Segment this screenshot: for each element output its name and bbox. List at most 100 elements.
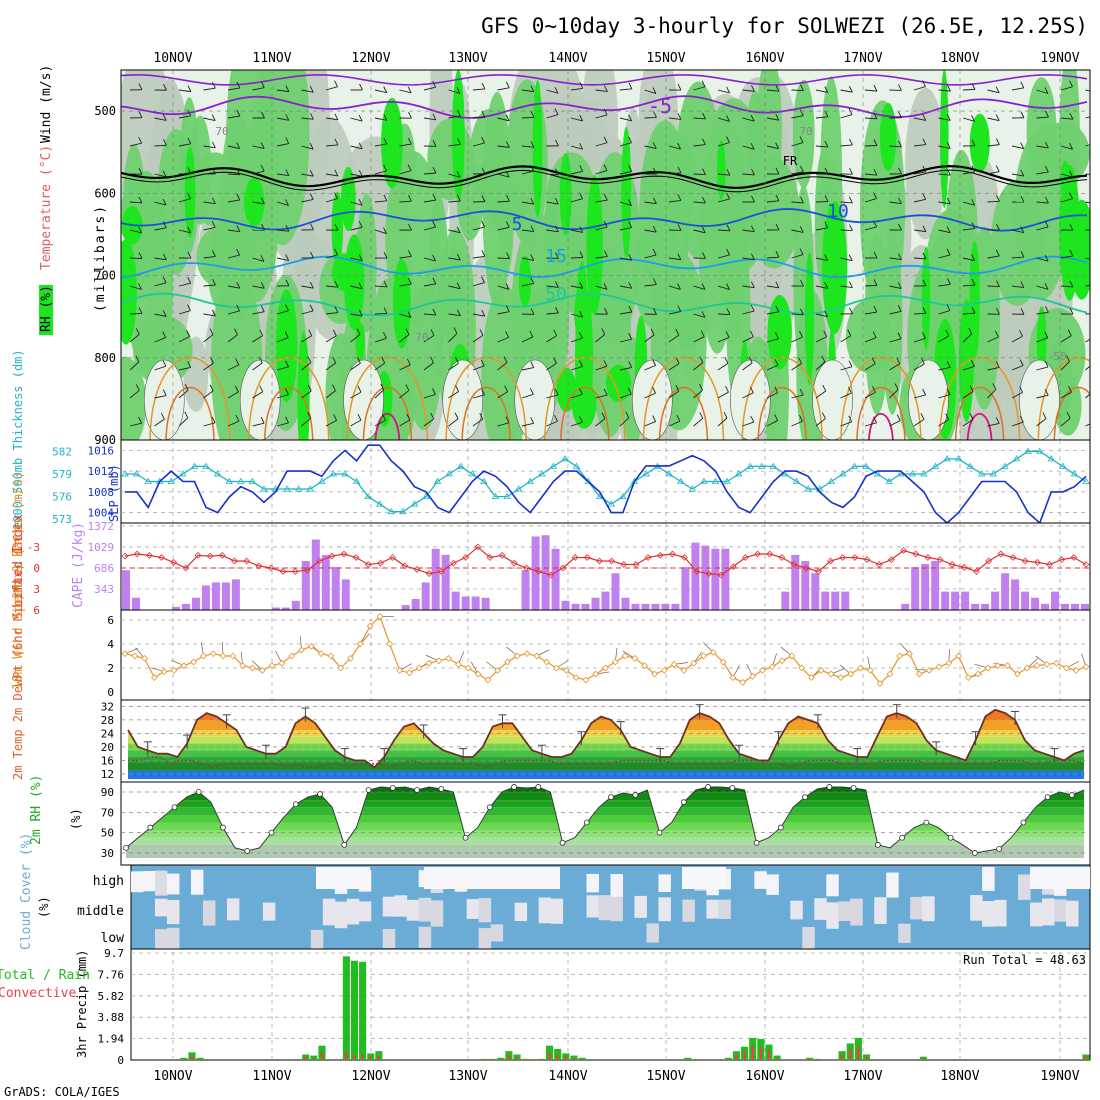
cloud-cell-low-21 <box>382 929 396 949</box>
thickness-point-43 <box>619 492 627 499</box>
wind-point-83 <box>935 663 943 671</box>
contour-label-3: 10 <box>827 201 849 222</box>
li-point-74 <box>1021 557 1029 565</box>
cape-bar-34 <box>461 596 470 610</box>
wind-barb-flag <box>775 167 780 175</box>
wind-barb-flag <box>163 84 167 91</box>
cape-bar-79 <box>911 567 920 610</box>
wind-barb-flag <box>479 412 484 420</box>
wind-point-78 <box>886 670 894 678</box>
wind-barb-flag <box>873 169 878 176</box>
wind-barb-shaft <box>619 201 632 206</box>
wind-barb-shaft <box>203 313 216 317</box>
li-point-16 <box>316 557 324 565</box>
wind-barb-flag <box>381 356 386 364</box>
cloud-cell-low-56 <box>802 926 815 952</box>
wind-point-69 <box>798 664 806 672</box>
wind-barb-shaft <box>154 201 167 206</box>
wind-point-64 <box>749 673 756 680</box>
wind-barb-shaft <box>889 257 902 261</box>
wind-barb-flag <box>726 248 730 256</box>
wind-barb-flag <box>530 277 535 284</box>
rh-band-3 <box>126 822 1084 831</box>
thickness-tick-576: 576 <box>52 491 72 504</box>
wind-barb-flag <box>307 384 312 392</box>
slp-panel-frame <box>120 439 1091 524</box>
wind-barb-flag <box>285 137 290 144</box>
wind-barb-shaft <box>546 89 559 94</box>
li-point-13 <box>279 568 287 575</box>
wind-barb-flag <box>555 139 559 147</box>
wind-barb-flag <box>138 196 143 204</box>
wind-barb-flag <box>603 283 608 290</box>
wind-barb-flag <box>1020 81 1025 88</box>
wind-barb-shaft <box>276 201 289 206</box>
wind-barb-shaft <box>864 284 878 287</box>
wind-barb-shaft <box>962 201 975 206</box>
wind-barb-shaft <box>1060 117 1073 120</box>
rh-point-74 <box>1020 819 1027 826</box>
thickness-point-27 <box>433 477 442 484</box>
cloud-cell-middle-40 <box>610 896 623 922</box>
wind-barb-flag <box>920 357 925 365</box>
wind-barb-flag <box>138 83 143 90</box>
cape-bar-36 <box>481 597 490 610</box>
wind-barb-flag <box>162 221 167 228</box>
rh-point-24 <box>414 787 420 793</box>
thickness-point-19 <box>341 470 349 477</box>
wind-barb-shaft <box>154 173 167 178</box>
cape-bar-90 <box>1021 591 1030 610</box>
wind-barb-shaft <box>227 310 240 315</box>
cape-bar-40 <box>521 570 530 610</box>
cape-bar-80 <box>921 564 930 610</box>
cape-bar-54 <box>661 603 670 610</box>
wind-barb-shaft <box>1011 173 1024 177</box>
wind-barb-shaft <box>301 335 312 343</box>
wind-point-97 <box>1072 667 1080 674</box>
wind-barb-shaft <box>472 418 484 427</box>
wind-barb-flag <box>750 225 755 232</box>
cape-bar-44 <box>561 600 570 610</box>
top-date-16NOV: 16NOV <box>745 51 784 66</box>
wind-barb-shaft <box>154 227 167 231</box>
wind-barb-flag <box>359 83 363 91</box>
cape-bar-59 <box>711 548 720 610</box>
precip-conv-bar-6 <box>182 1058 186 1060</box>
wind-point-52 <box>631 655 639 662</box>
wind-barb-flag <box>849 307 853 315</box>
wind-barb-shaft <box>129 390 140 399</box>
cape-bar-7 <box>191 597 200 610</box>
wind-barb-flag <box>1093 330 1096 336</box>
cape-bar-33 <box>451 591 460 610</box>
cape-bar-57 <box>691 542 700 610</box>
wind-barb-flag <box>236 225 241 232</box>
wind-point-98 <box>1082 663 1090 671</box>
wind-barb-flag <box>481 136 486 144</box>
wind-barb-flag <box>652 87 657 94</box>
li-point-78 <box>1070 554 1078 561</box>
wind-barb-shaft <box>938 201 951 205</box>
wind-barb-flag <box>628 82 633 90</box>
thickness-point-15 <box>294 485 303 492</box>
wind-barb-flag <box>453 327 458 334</box>
rh-point-22 <box>389 785 396 791</box>
thickness-point-17 <box>318 477 326 484</box>
wind-barb-shaft <box>1085 365 1090 371</box>
wind-barb-flag <box>380 383 385 390</box>
thickness-point-33 <box>503 492 511 499</box>
li-point-25 <box>425 570 433 577</box>
wind-barb-shaft <box>570 421 583 427</box>
wind-barb-flag <box>408 194 412 202</box>
thickness-point-16 <box>306 485 314 492</box>
li-point-48 <box>705 570 713 577</box>
wind-barb-flag <box>775 142 780 149</box>
wind-point-87 <box>974 670 982 678</box>
wind-barb-shaft <box>276 422 289 427</box>
wind-barb-flag <box>849 138 853 146</box>
wind-barb-flag <box>308 329 313 336</box>
wind-barb-flag <box>505 170 510 178</box>
wind-barb-shaft <box>742 229 755 233</box>
wind-barb-flag <box>1092 356 1095 362</box>
wind-point-6 <box>180 662 188 669</box>
